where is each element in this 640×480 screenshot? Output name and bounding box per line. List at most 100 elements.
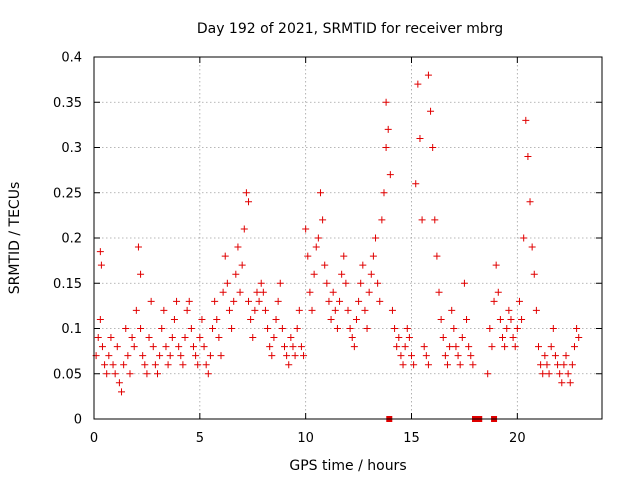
data-point	[225, 306, 233, 314]
data-point	[422, 352, 430, 360]
data-point	[433, 252, 441, 260]
data-point	[469, 361, 477, 369]
data-point	[156, 352, 164, 360]
data-point	[570, 343, 578, 351]
data-point	[549, 325, 557, 332]
data-point	[319, 216, 327, 224]
data-point	[170, 315, 178, 323]
data-point	[124, 352, 132, 360]
data-point	[427, 107, 435, 115]
data-point	[103, 370, 111, 378]
data-point	[431, 216, 439, 224]
data-point	[566, 379, 574, 387]
data-point	[412, 180, 420, 188]
data-point	[323, 279, 331, 287]
data-point	[139, 352, 147, 360]
data-point	[105, 352, 113, 360]
data-point	[511, 343, 519, 351]
data-point	[151, 361, 159, 369]
data-point	[416, 134, 424, 142]
data-point	[568, 361, 576, 369]
data-point	[213, 315, 221, 323]
data-point	[272, 315, 280, 323]
data-point	[399, 361, 407, 369]
data-point	[520, 234, 528, 242]
data-point	[175, 343, 183, 351]
data-point	[274, 297, 282, 305]
data-point	[352, 315, 360, 323]
data-point	[329, 288, 337, 296]
data-point	[526, 198, 534, 206]
data-point	[179, 361, 187, 369]
data-point	[338, 270, 346, 278]
data-point	[196, 334, 204, 342]
data-point	[194, 361, 202, 369]
data-point	[465, 343, 473, 351]
data-point	[541, 352, 549, 360]
data-point	[166, 352, 174, 360]
data-point	[276, 279, 284, 287]
data-point	[240, 225, 248, 233]
data-point	[206, 352, 214, 360]
data-point	[96, 248, 104, 256]
x-tick-label: 10	[297, 431, 314, 446]
data-point	[403, 325, 411, 332]
data-point	[314, 234, 322, 242]
data-point	[509, 334, 517, 342]
data-point	[363, 325, 371, 332]
data-point	[145, 334, 153, 342]
data-point	[261, 306, 269, 314]
data-point	[111, 370, 119, 378]
data-point	[348, 334, 356, 342]
data-point	[397, 352, 405, 360]
data-point	[325, 297, 333, 305]
data-point	[414, 80, 422, 88]
data-point	[198, 315, 206, 323]
data-point	[215, 334, 223, 342]
x-axis-ticks: 0 5 10 15 20	[90, 57, 526, 446]
data-point	[410, 361, 418, 369]
data-point	[297, 343, 305, 351]
data-point	[285, 361, 293, 369]
data-point	[221, 252, 229, 260]
y-tick-label: 0.4	[61, 51, 82, 66]
data-point	[204, 370, 212, 378]
data-point	[380, 189, 388, 197]
y-tick-label: 0.15	[53, 277, 82, 292]
data-point	[551, 352, 559, 360]
data-point	[253, 288, 261, 296]
data-point	[486, 325, 494, 332]
data-point	[446, 343, 454, 351]
data-point	[382, 98, 390, 106]
data-point	[211, 297, 219, 305]
data-point	[522, 116, 530, 124]
data-point	[435, 288, 443, 296]
data-point	[168, 334, 176, 342]
data-point	[505, 306, 513, 314]
data-point	[264, 325, 272, 332]
data-point	[452, 343, 460, 351]
data-point	[554, 361, 562, 369]
data-point	[429, 144, 437, 151]
data-point	[137, 270, 145, 278]
data-point	[310, 270, 318, 278]
data-point	[463, 315, 471, 323]
data-point	[245, 198, 253, 206]
data-point	[367, 270, 375, 278]
data-point	[372, 234, 380, 242]
data-point	[401, 343, 409, 351]
data-point	[266, 343, 274, 351]
data-point	[443, 361, 451, 369]
data-point	[528, 243, 536, 251]
data-point	[141, 361, 149, 369]
data-point	[126, 370, 134, 378]
data-point	[467, 352, 475, 360]
data-point	[113, 343, 121, 351]
data-point	[524, 153, 532, 161]
data-point	[543, 361, 551, 369]
data-point	[496, 315, 504, 323]
data-point	[384, 125, 392, 133]
data-point	[441, 352, 449, 360]
y-tick-label: 0.35	[53, 96, 82, 111]
y-tick-label: 0.05	[53, 367, 82, 382]
